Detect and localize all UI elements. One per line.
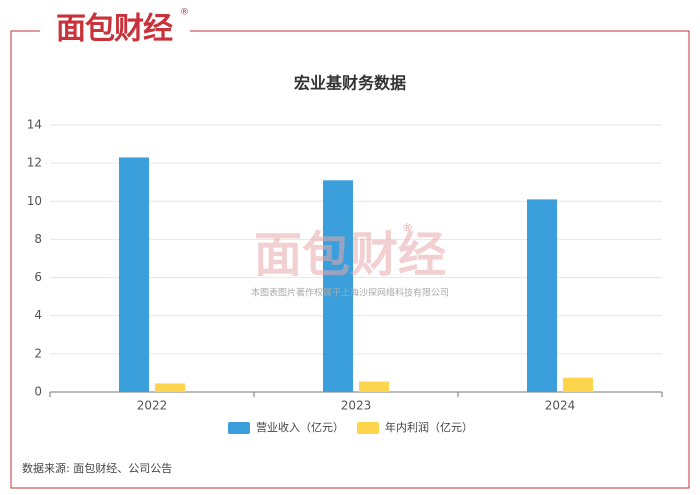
y-tick-label: 10 [27,194,42,208]
x-tick-label: 2022 [137,399,168,413]
watermark-mark: ® [402,221,413,234]
source: 数据来源: 面包财经、公司公告 [22,461,172,475]
x-tick-label: 2023 [341,399,372,413]
x-tick-label: 2024 [545,399,576,413]
plot: 0 2 4 6 8 10 12 14 2022 2023 2024 营业收入（亿元） 年内利润（亿元） [27,118,663,434]
watermark-copyright: 本图表图片著作权属于上海沙探网络科技有限公司 [251,287,449,299]
logo: 面包财经 [56,12,173,47]
y-tick-label: 8 [34,232,42,246]
y-tick-label: 14 [27,118,42,132]
y-tick-label: 6 [34,270,42,284]
bar [119,157,149,392]
legend-label: 营业收入（亿元） [256,420,344,434]
bar [155,383,185,392]
y-tick-label: 0 [34,385,42,399]
bar [563,377,593,392]
legend-swatch [228,422,250,434]
frame [10,30,690,489]
chart-title: 宏业基财务数据 [294,74,406,93]
bar [359,381,389,392]
logo-mark: ® [180,8,189,18]
legend-label: 年内利润（亿元） [385,420,473,434]
watermark-logo: 面包财经 [254,227,446,283]
bar [323,180,353,392]
y-tick-label: 2 [34,346,42,360]
y-tick-label: 4 [34,308,42,322]
logo-bg [40,8,190,48]
legend-swatch [357,422,379,434]
y-tick-label: 12 [27,156,42,170]
bar [527,199,557,392]
